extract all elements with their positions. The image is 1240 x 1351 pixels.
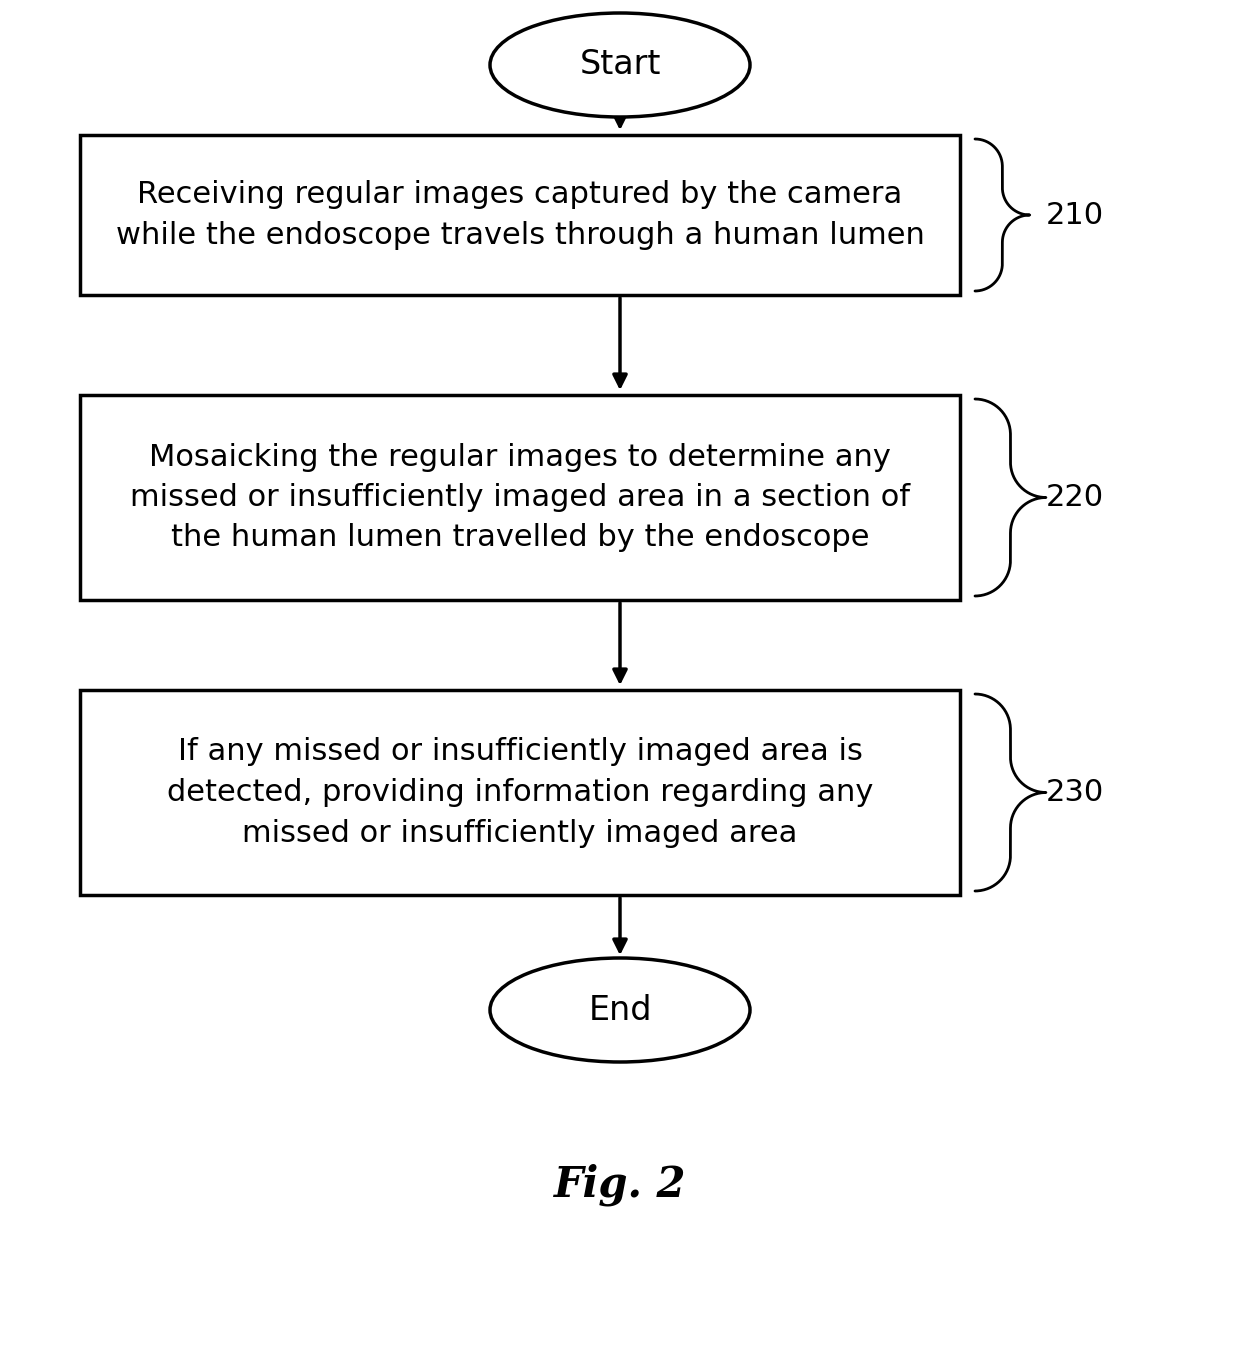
Bar	[81, 394, 960, 600]
Ellipse shape	[490, 958, 750, 1062]
Text: Receiving regular images captured by the camera
while the endoscope travels thro: Receiving regular images captured by the…	[115, 180, 925, 250]
Text: Mosaicking the regular images to determine any
missed or insufficiently imaged a: Mosaicking the regular images to determi…	[130, 443, 910, 553]
Bar	[81, 690, 960, 894]
Bar	[81, 135, 960, 295]
Text: Start: Start	[579, 49, 661, 81]
Text: If any missed or insufficiently imaged area is
detected, providing information r: If any missed or insufficiently imaged a…	[167, 738, 873, 847]
Text: End: End	[588, 993, 652, 1027]
Text: Fig. 2: Fig. 2	[554, 1163, 686, 1206]
Text: 220: 220	[1047, 484, 1104, 512]
Text: 210: 210	[1047, 200, 1104, 230]
Text: 230: 230	[1047, 778, 1105, 807]
Ellipse shape	[490, 14, 750, 118]
